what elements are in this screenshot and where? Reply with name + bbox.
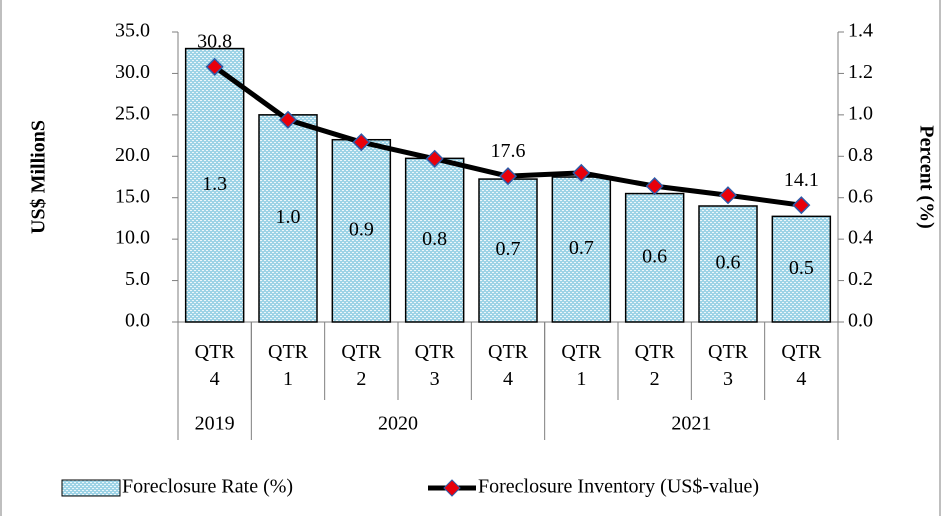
legend-swatch: [61, 479, 121, 497]
group-label: 2020: [378, 413, 418, 435]
legend-label: Foreclosure Inventory (US$-value): [478, 476, 759, 498]
bar: [698, 205, 758, 323]
x-tick-label: QTR 1: [268, 341, 309, 390]
y2-tick-label: 0.0: [848, 310, 873, 332]
bar-value-label: 0.6: [642, 245, 667, 267]
bar-value-label: 1.0: [276, 206, 301, 228]
line-value-label: 30.8: [197, 30, 232, 52]
x-tick-label: QTR 4: [195, 341, 236, 390]
y-tick-label: 25.0: [115, 102, 150, 124]
line-marker: [718, 186, 738, 205]
line-marker: [352, 133, 371, 152]
line-marker: [498, 167, 518, 186]
y-tick-label: 35.0: [115, 20, 150, 42]
legend-marker: [443, 479, 461, 497]
x-tick-label: QTR 4: [781, 341, 822, 390]
bar: [478, 178, 538, 323]
y2-tick-label: 0.4: [848, 227, 873, 249]
line-marker: [425, 149, 444, 168]
legend-label: Foreclosure Rate (%): [122, 476, 293, 498]
group-label: 2021: [671, 413, 711, 435]
y-axis-title: US$ MillionS: [28, 120, 50, 234]
line-marker: [572, 163, 591, 182]
y2-tick-label: 0.6: [848, 185, 873, 207]
x-tick-label: QTR 4: [488, 341, 529, 390]
x-tick-label: QTR 3: [415, 341, 456, 390]
x-tick-label: QTR 2: [341, 341, 382, 390]
line-marker: [205, 57, 224, 76]
y-tick-label: 20.0: [115, 144, 150, 166]
bar: [184, 47, 245, 323]
y2-axis-title: Percent (%): [915, 125, 937, 228]
x-tick-label: QTR 1: [561, 341, 602, 390]
y-tick-label: 15.0: [115, 185, 150, 207]
y-tick-label: 0.0: [125, 310, 150, 332]
group-label: 2019: [195, 413, 235, 435]
bar-value-label: 0.6: [716, 252, 741, 274]
bar-value-label: 0.5: [789, 257, 814, 279]
x-tick-label: QTR 3: [708, 341, 749, 390]
line-marker: [278, 110, 298, 129]
bar-value-label: 0.7: [496, 238, 521, 260]
line-marker: [645, 177, 664, 196]
y2-tick-label: 1.0: [848, 102, 873, 124]
bar: [404, 157, 465, 323]
y2-tick-label: 0.2: [848, 268, 873, 290]
y2-tick-label: 1.4: [848, 20, 873, 42]
bar-value-label: 0.7: [569, 237, 594, 259]
bar: [624, 192, 685, 323]
y-tick-label: 10.0: [115, 227, 150, 249]
line-value-label: 17.6: [491, 140, 526, 162]
bar: [771, 215, 832, 323]
bar-value-label: 0.9: [349, 218, 374, 240]
line-value-label: 14.1: [784, 169, 819, 191]
bar: [331, 138, 392, 323]
x-tick-label: QTR 2: [635, 341, 676, 390]
bar: [551, 176, 612, 323]
y2-tick-label: 1.2: [848, 61, 873, 83]
y2-tick-label: 0.8: [848, 144, 873, 166]
bar-value-label: 1.3: [202, 173, 227, 195]
y-tick-label: 30.0: [115, 61, 150, 83]
line-marker: [792, 196, 811, 215]
y-tick-label: 5.0: [125, 268, 150, 290]
bar-value-label: 0.8: [422, 228, 447, 250]
